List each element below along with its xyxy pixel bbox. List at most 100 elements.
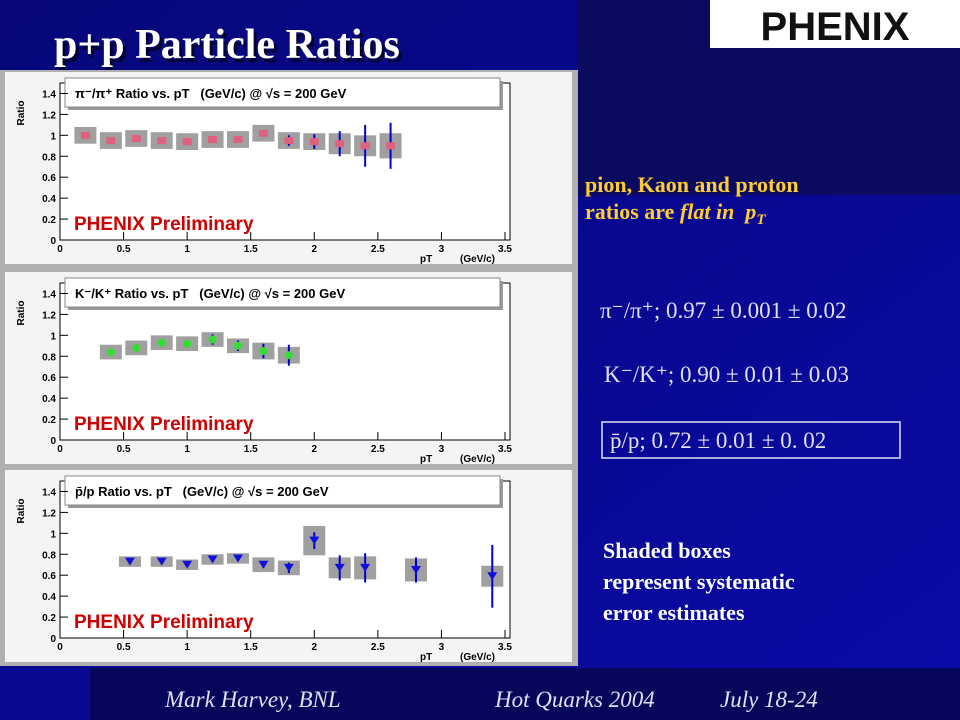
marker	[132, 343, 141, 352]
marker	[309, 536, 320, 545]
chart-title: K⁻/K⁺ Ratio vs. pT (GeV/c) @ √s = 200 Ge…	[75, 286, 345, 301]
summary-text: ratios are flat in pT	[585, 199, 766, 228]
title-shadow: p+p Particle Ratios	[57, 26, 403, 72]
y-tick-label: 1	[50, 529, 56, 540]
annotation: PHENIX Preliminary	[74, 612, 254, 633]
marker	[234, 341, 242, 350]
marker	[335, 140, 345, 148]
y-tick-label: 0.8	[42, 152, 56, 163]
x-tick-label: 3.5	[498, 444, 512, 455]
marker	[182, 138, 192, 146]
result: p̄/p; 0.72 ± 0.01 ± 0. 02	[610, 428, 826, 453]
y-tick-label: 0.8	[42, 352, 56, 363]
y-tick-label: 0.2	[42, 415, 56, 426]
chart: p̄/p Ratio vs. pT (GeV/c) @ √s = 200 GeV…	[5, 470, 572, 663]
marker	[386, 142, 396, 150]
x-tick-label: 2	[312, 642, 318, 653]
annotation: PHENIX Preliminary	[74, 414, 254, 435]
footer: Hot Quarks 2004	[494, 687, 655, 712]
marker	[183, 339, 192, 348]
marker	[207, 555, 218, 564]
x-axis-unit: (GeV/c)	[460, 254, 495, 265]
marker	[360, 563, 371, 572]
marker	[156, 557, 167, 566]
title-box	[64, 277, 501, 308]
x-tick-label: 2	[312, 444, 318, 455]
y-tick-label: 1	[50, 131, 56, 142]
marker	[309, 138, 319, 146]
x-tick-label: 1.5	[244, 444, 258, 455]
y-axis-label: Ratio	[16, 101, 27, 126]
marker	[284, 137, 294, 145]
result: π⁻/π⁺; 0.97 ± 0.001 ± 0.02	[600, 298, 847, 323]
marker	[80, 131, 90, 139]
x-tick-label: 1	[184, 244, 190, 255]
footer-band	[90, 668, 960, 720]
y-tick-label: 0	[50, 436, 56, 447]
x-axis-label: pT	[420, 652, 432, 663]
annotation: PHENIX Preliminary	[74, 214, 254, 235]
y-axis-label: Ratio	[16, 301, 27, 326]
summary-text: pion, Kaon and proton	[585, 172, 799, 197]
chart: π⁻/π⁺ Ratio vs. pT (GeV/c) @ √s = 200 Ge…	[5, 72, 572, 265]
x-tick-label: 3	[439, 244, 445, 255]
footer: July 18-24	[720, 687, 818, 712]
marker	[131, 134, 141, 142]
y-tick-label: 1.4	[42, 487, 56, 498]
x-tick-label: 0.5	[117, 244, 131, 255]
summary-part: T	[756, 212, 766, 228]
logo: PHENIX	[761, 5, 910, 49]
marker	[157, 338, 166, 347]
x-tick-label: 3	[439, 642, 445, 653]
note: error estimates	[603, 600, 745, 625]
marker	[487, 572, 498, 581]
y-tick-label: 1.2	[42, 508, 56, 519]
x-tick-label: 2	[312, 244, 318, 255]
title-box	[64, 77, 501, 108]
x-tick-label: 0.5	[117, 444, 131, 455]
marker	[208, 136, 218, 144]
marker	[284, 351, 293, 360]
marker	[182, 560, 193, 569]
y-tick-label: 0.6	[42, 373, 56, 384]
y-tick-label: 0.4	[42, 592, 56, 603]
result-box	[601, 421, 901, 459]
slide-title: p+p Particle Ratios	[54, 22, 400, 68]
y-tick-label: 0	[50, 634, 56, 645]
logo-box	[710, 0, 960, 48]
x-tick-label: 3	[439, 444, 445, 455]
marker	[233, 554, 243, 563]
marker	[334, 563, 345, 572]
y-tick-label: 0.2	[42, 613, 56, 624]
marker	[208, 335, 217, 344]
note: Shaded boxes	[603, 538, 731, 563]
x-tick-label: 0	[57, 444, 63, 455]
y-tick-label: 0.6	[42, 173, 56, 184]
x-tick-label: 0	[57, 244, 63, 255]
marker	[106, 137, 116, 145]
chart-title: p̄/p Ratio vs. pT (GeV/c) @ √s = 200 GeV	[75, 484, 329, 499]
y-tick-label: 0.4	[42, 194, 56, 205]
marker	[157, 137, 167, 145]
y-axis-label: Ratio	[16, 499, 27, 524]
marker	[124, 557, 135, 566]
title-box	[64, 475, 501, 506]
x-tick-label: 0.5	[117, 642, 131, 653]
x-axis-unit: (GeV/c)	[460, 652, 495, 663]
x-tick-label: 2.5	[371, 244, 385, 255]
x-tick-label: 1	[184, 642, 190, 653]
y-tick-label: 0.6	[42, 571, 56, 582]
x-axis-unit: (GeV/c)	[460, 454, 495, 465]
marker	[233, 136, 243, 144]
marker	[360, 142, 370, 150]
footer: Mark Harvey, BNL	[164, 687, 341, 712]
y-tick-label: 1.4	[42, 289, 56, 300]
marker	[258, 560, 269, 569]
marker	[258, 129, 268, 137]
x-tick-label: 1.5	[244, 642, 258, 653]
x-axis-label: pT	[420, 254, 432, 265]
x-tick-label: 2.5	[371, 444, 385, 455]
marker	[411, 565, 421, 574]
result: K⁻/K⁺; 0.90 ± 0.01 ± 0.03	[604, 362, 849, 387]
